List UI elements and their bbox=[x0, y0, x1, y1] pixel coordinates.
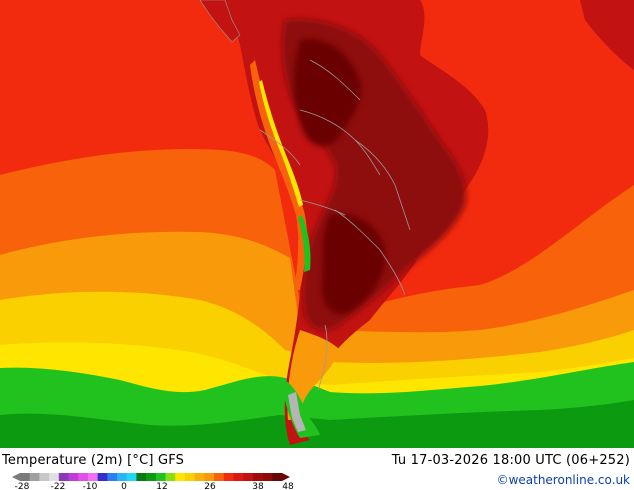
legend-swatch bbox=[194, 473, 205, 481]
legend-swatch bbox=[262, 473, 273, 481]
legend-swatch bbox=[146, 473, 157, 481]
legend-swatch bbox=[20, 473, 30, 481]
legend-swatch bbox=[204, 473, 215, 481]
legend-swatch bbox=[223, 473, 234, 481]
southern-ice bbox=[288, 392, 306, 432]
legend-swatch bbox=[126, 473, 137, 481]
legend-tick-label: 48 bbox=[282, 482, 294, 490]
legend-tick-label: -10 bbox=[83, 482, 98, 490]
legend-tick-label: 0 bbox=[121, 482, 127, 490]
map-title: Temperature (2m) [°C] GFS bbox=[2, 453, 185, 468]
legend-tick-label: 38 bbox=[252, 482, 264, 490]
legend-swatch bbox=[39, 473, 50, 481]
legend-left-arrow bbox=[12, 473, 20, 481]
legend-tick-label: 26 bbox=[204, 482, 216, 490]
valid-time: Tu 17-03-2026 18:00 UTC (06+252) bbox=[391, 453, 630, 468]
andes-high-strip bbox=[259, 80, 303, 207]
legend-swatch bbox=[78, 473, 89, 481]
legend-swatch bbox=[272, 473, 283, 481]
color-legend: -28 -22 -10 0 12 26 38 48 bbox=[12, 473, 294, 490]
legend-swatch bbox=[175, 473, 186, 481]
legend-swatch bbox=[252, 473, 263, 481]
legend-swatch bbox=[243, 473, 254, 481]
legend-ticks: -28 -22 -10 0 12 26 38 48 bbox=[15, 482, 294, 490]
legend-swatch bbox=[117, 473, 128, 481]
central-america bbox=[199, 0, 241, 43]
legend-swatch bbox=[233, 473, 244, 481]
legend-swatch bbox=[87, 473, 98, 481]
legend-swatch bbox=[97, 473, 108, 481]
cold-dark-green-band bbox=[0, 400, 634, 448]
legend-swatch bbox=[136, 473, 147, 481]
legend-swatch bbox=[107, 473, 118, 481]
temperature-map bbox=[0, 0, 634, 448]
andes-cool-strip bbox=[250, 60, 308, 290]
africa-hot-zone bbox=[580, 0, 634, 70]
legend-swatch bbox=[58, 473, 69, 481]
interior-extreme bbox=[293, 39, 361, 147]
legend-swatch bbox=[68, 473, 79, 481]
legend-swatch bbox=[214, 473, 225, 481]
legend-swatch bbox=[165, 473, 176, 481]
andes-green-patch bbox=[298, 215, 311, 272]
legend-swatch bbox=[29, 473, 40, 481]
legend-right-arrow bbox=[282, 473, 290, 481]
legend-tick-label: -28 bbox=[15, 482, 30, 490]
legend-swatch bbox=[155, 473, 166, 481]
legend-tick-label: 12 bbox=[156, 482, 167, 490]
legend-swatch bbox=[184, 473, 195, 481]
credit-link[interactable]: ©weatheronline.co.uk bbox=[496, 473, 630, 487]
map-footer: Temperature (2m) [°C] GFS Tu 17-03-2026 … bbox=[0, 448, 634, 490]
country-borders bbox=[259, 59, 411, 391]
legend-swatches bbox=[12, 473, 290, 481]
legend-swatch bbox=[49, 473, 60, 481]
legend-tick-label: -22 bbox=[51, 482, 66, 490]
